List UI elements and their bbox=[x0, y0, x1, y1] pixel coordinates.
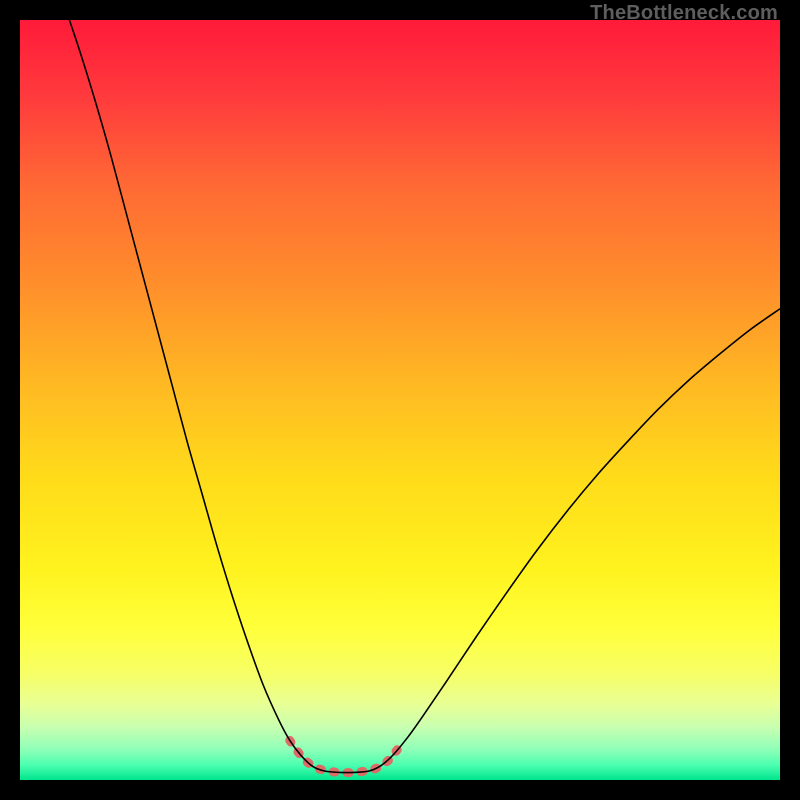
bottleneck-curve bbox=[69, 20, 780, 773]
plot-area bbox=[20, 20, 780, 780]
valley-marker bbox=[290, 740, 404, 772]
chart-frame: TheBottleneck.com bbox=[0, 0, 800, 800]
curve-layer bbox=[20, 20, 780, 780]
